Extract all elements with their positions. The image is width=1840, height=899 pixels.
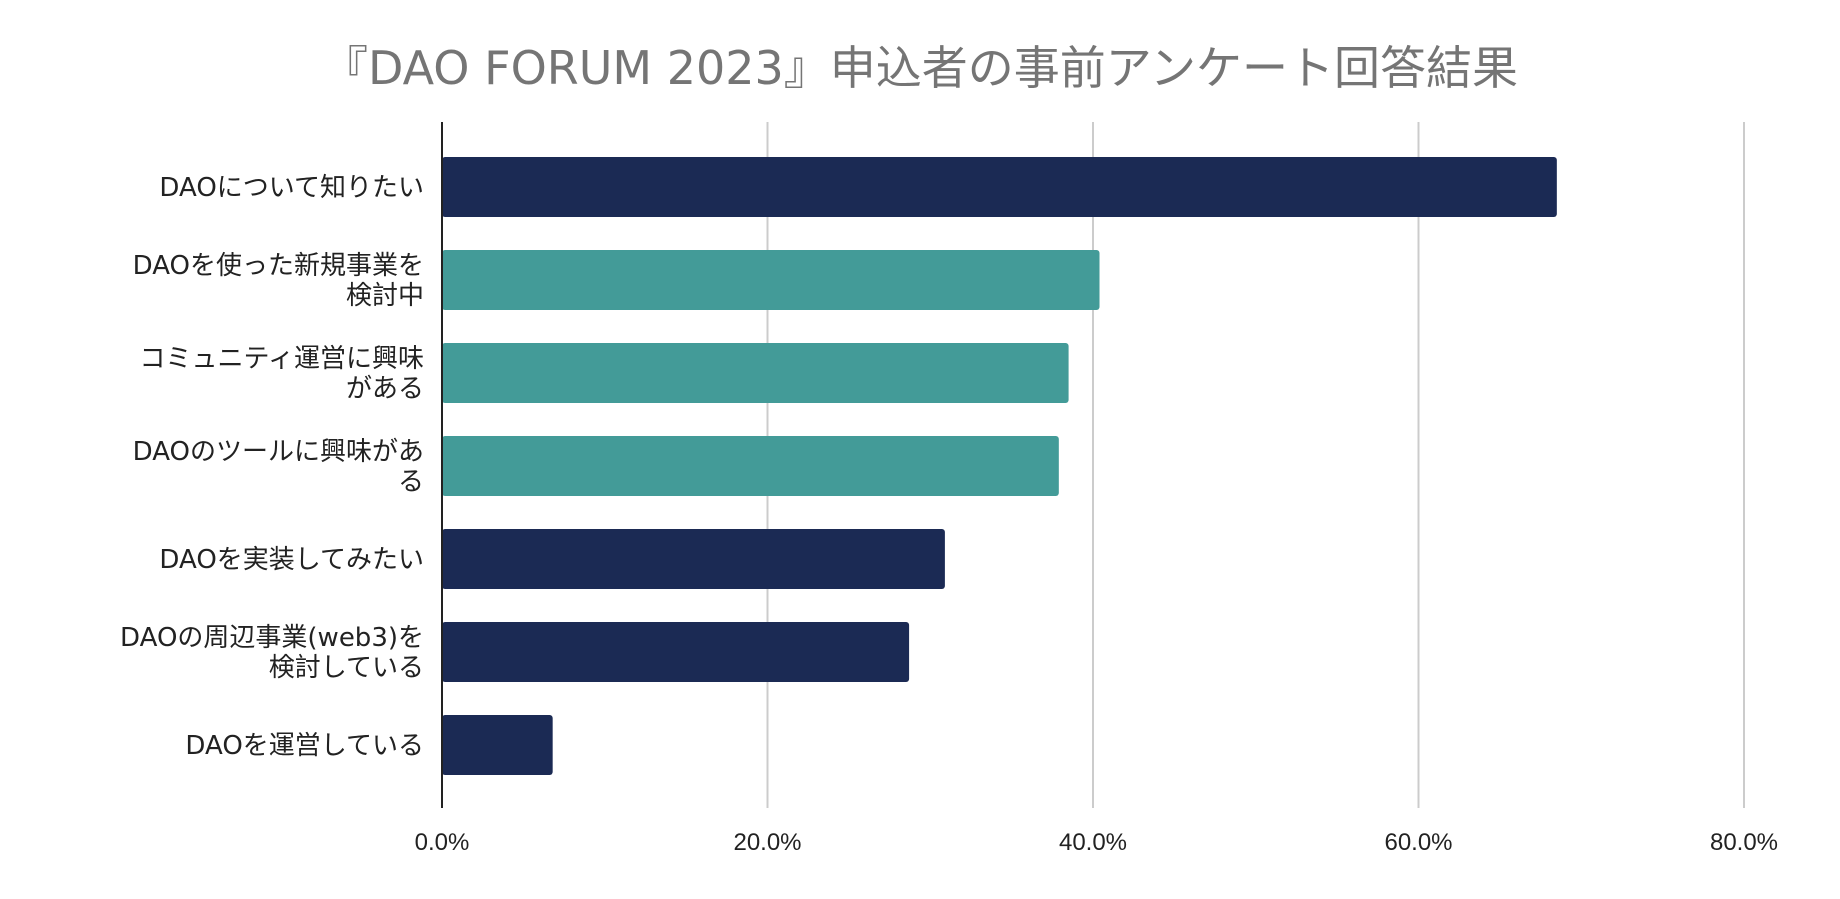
category-label: DAOを使った新規事業を検討中 [133,251,424,311]
x-tick-label: 40.0% [1059,829,1127,856]
x-tick-labels: 0.0% 20.0% 40.0% 60.0% 80.0% [415,829,1778,856]
category-label: DAOのツールに興味がある [133,437,424,497]
bar [442,157,1557,217]
bars [442,157,1557,775]
category-label: DAOを実装してみたい [159,545,424,575]
bar [442,436,1059,496]
x-tick-label: 0.0% [415,829,470,856]
category-label: DAOについて知りたい [159,173,424,203]
bar [442,529,945,589]
x-tick-label: 60.0% [1384,829,1452,856]
x-tick-label: 20.0% [733,829,801,856]
category-label: DAOを運営している [185,731,424,761]
bar [442,250,1100,310]
bar [442,343,1069,403]
category-label: DAOの周辺事業(web3)を検討している [120,623,424,683]
category-labels: DAOについて知りたい DAOを使った新規事業を検討中コミュニティ運営に興味がある… [120,173,424,761]
x-tick-label: 80.0% [1710,829,1778,856]
bar [442,622,910,682]
bar [442,715,553,775]
chart-title: 『DAO FORUM 2023』申込者の事前アンケート回答結果 [322,41,1518,95]
category-label: コミュニティ運営に興味がある [140,344,424,404]
